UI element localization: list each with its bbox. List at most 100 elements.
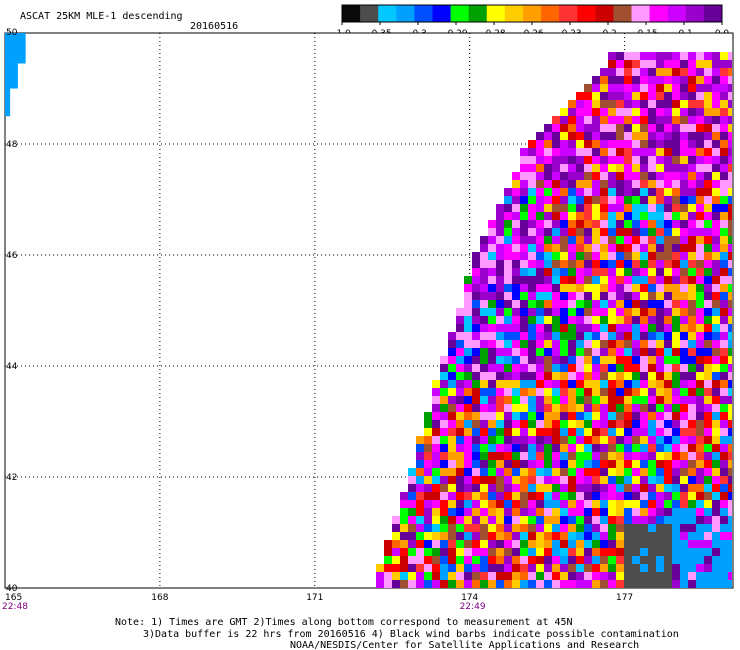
colorbar-swatch — [559, 5, 578, 22]
swath-pixel — [528, 316, 536, 324]
swath-pixel — [552, 420, 560, 428]
swath-pixel — [696, 300, 704, 308]
swath-pixel — [672, 124, 680, 132]
swath-pixel — [656, 548, 664, 556]
swath-pixel — [544, 316, 552, 324]
swath-pixel — [488, 268, 496, 276]
swath-pixel — [664, 76, 672, 84]
swath-pixel — [656, 124, 664, 132]
swath-pixel — [560, 276, 568, 284]
colorbar-swatch — [522, 5, 542, 22]
swath-pixel — [664, 100, 672, 108]
swath-pixel — [528, 236, 536, 244]
swath-pixel — [528, 220, 536, 228]
swath-pixel — [544, 204, 552, 212]
swath-pixel — [568, 364, 576, 372]
swath-pixel — [600, 68, 608, 76]
swath-pixel — [608, 492, 616, 500]
swath-pixel — [592, 420, 600, 428]
swath-pixel — [640, 556, 648, 564]
swath-pixel — [704, 564, 712, 572]
swath-pixel — [544, 348, 552, 356]
swath-pixel — [576, 244, 584, 252]
swath-pixel — [512, 556, 520, 564]
swath-pixel — [504, 388, 512, 396]
swath-pixel — [720, 92, 728, 100]
swath-pixel — [592, 492, 600, 500]
swath-pixel — [640, 572, 648, 580]
swath-pixel — [496, 404, 504, 412]
swath-pixel — [408, 508, 416, 516]
swath-pixel — [528, 524, 536, 532]
swath-pixel — [552, 580, 560, 588]
swath-pixel — [592, 428, 600, 436]
swath-pixel — [488, 580, 496, 588]
swath-pixel — [600, 532, 608, 540]
swath-pixel — [720, 404, 728, 412]
swath-pixel — [440, 444, 448, 452]
swath-pixel — [552, 452, 560, 460]
swath-pixel — [528, 540, 536, 548]
swath-pixel — [632, 332, 640, 340]
swath-pixel — [616, 356, 624, 364]
swath-pixel — [688, 308, 696, 316]
swath-pixel — [616, 124, 624, 132]
swath-pixel — [520, 396, 528, 404]
swath-pixel — [504, 220, 512, 228]
swath-pixel — [624, 540, 632, 548]
swath-pixel — [728, 548, 732, 556]
swath-pixel — [696, 204, 704, 212]
swath-pixel — [400, 524, 408, 532]
swath-pixel — [560, 108, 568, 116]
swath-pixel — [632, 60, 640, 68]
swath-pixel — [680, 460, 688, 468]
swath-pixel — [584, 388, 592, 396]
swath-pixel — [720, 428, 728, 436]
swath-pixel — [680, 340, 688, 348]
swath-pixel — [472, 508, 480, 516]
colorbar-swatch — [685, 5, 705, 22]
swath-pixel — [520, 436, 528, 444]
swath-pixel — [528, 412, 536, 420]
swath-pixel — [576, 396, 584, 404]
swath-pixel — [544, 540, 552, 548]
swath-pixel — [720, 164, 728, 172]
swath-pixel — [712, 484, 720, 492]
swath-pixel — [528, 460, 536, 468]
swath-pixel — [712, 452, 720, 460]
swath-pixel — [624, 204, 632, 212]
swath-pixel — [616, 156, 624, 164]
swath-pixel — [616, 348, 624, 356]
swath-pixel — [504, 572, 512, 580]
swath-pixel — [600, 252, 608, 260]
swath-pixel — [448, 404, 456, 412]
swath-pixel — [560, 300, 568, 308]
swath-pixel — [624, 108, 632, 116]
swath-pixel — [488, 468, 496, 476]
swath-pixel — [528, 396, 536, 404]
swath-pixel — [544, 220, 552, 228]
swath-pixel — [432, 548, 440, 556]
swath-pixel — [616, 116, 624, 124]
swath-pixel — [720, 148, 728, 156]
swath-pixel — [568, 556, 576, 564]
swath-pixel — [608, 500, 616, 508]
swath-pixel — [568, 212, 576, 220]
swath-pixel — [592, 476, 600, 484]
swath-pixel — [648, 484, 656, 492]
swath-pixel — [616, 108, 624, 116]
swath-pixel — [712, 580, 720, 588]
swath-pixel — [696, 124, 704, 132]
swath-pixel — [504, 548, 512, 556]
swath-pixel — [640, 500, 648, 508]
swath-pixel — [592, 244, 600, 252]
swath-pixel — [568, 580, 576, 588]
swath-pixel — [584, 92, 592, 100]
swath-pixel — [656, 452, 664, 460]
swath-pixel — [688, 372, 696, 380]
swath-pixel — [496, 292, 504, 300]
swath-pixel — [696, 452, 704, 460]
swath-pixel — [536, 228, 544, 236]
swath-pixel — [680, 76, 688, 84]
swath-pixel — [528, 436, 536, 444]
